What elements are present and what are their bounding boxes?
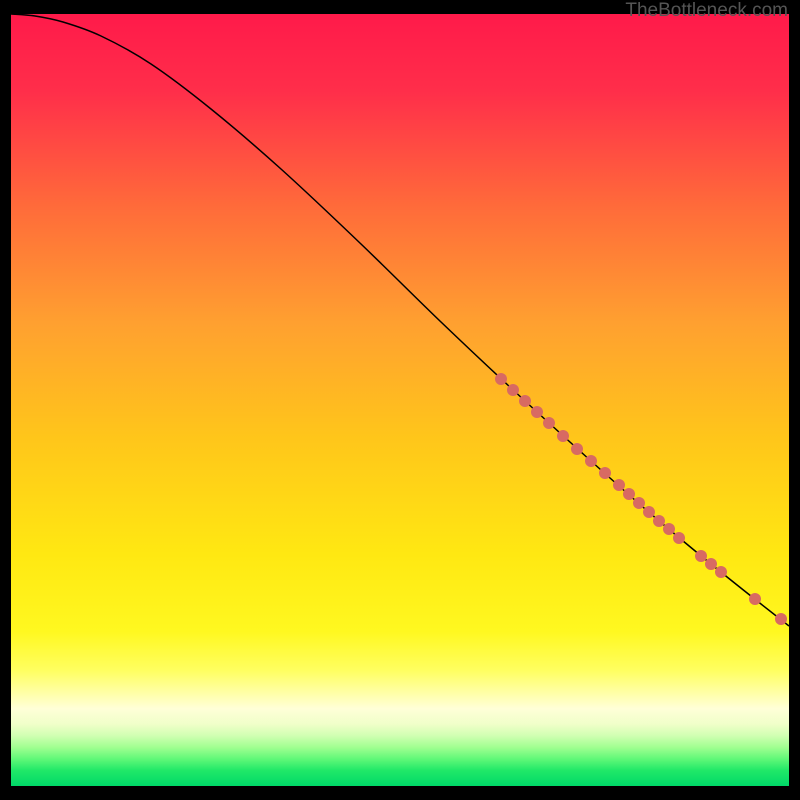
data-point <box>673 532 685 544</box>
data-point <box>643 506 655 518</box>
bottleneck-curve <box>11 14 789 626</box>
data-point <box>599 467 611 479</box>
data-point <box>663 523 675 535</box>
data-point <box>613 479 625 491</box>
data-point <box>519 395 531 407</box>
data-point <box>705 558 717 570</box>
data-point <box>695 550 707 562</box>
data-point <box>495 373 507 385</box>
bottleneck-chart <box>11 14 789 786</box>
data-point <box>633 497 645 509</box>
data-point <box>531 406 543 418</box>
data-point <box>543 417 555 429</box>
data-point <box>623 488 635 500</box>
data-point <box>507 384 519 396</box>
chart-overlay <box>11 14 789 786</box>
data-point <box>715 566 727 578</box>
data-point <box>775 613 787 625</box>
data-point <box>653 515 665 527</box>
data-point <box>571 443 583 455</box>
watermark-text: TheBottleneck.com <box>625 0 788 22</box>
data-point <box>557 430 569 442</box>
data-point <box>749 593 761 605</box>
data-points <box>495 373 787 625</box>
data-point <box>585 455 597 467</box>
